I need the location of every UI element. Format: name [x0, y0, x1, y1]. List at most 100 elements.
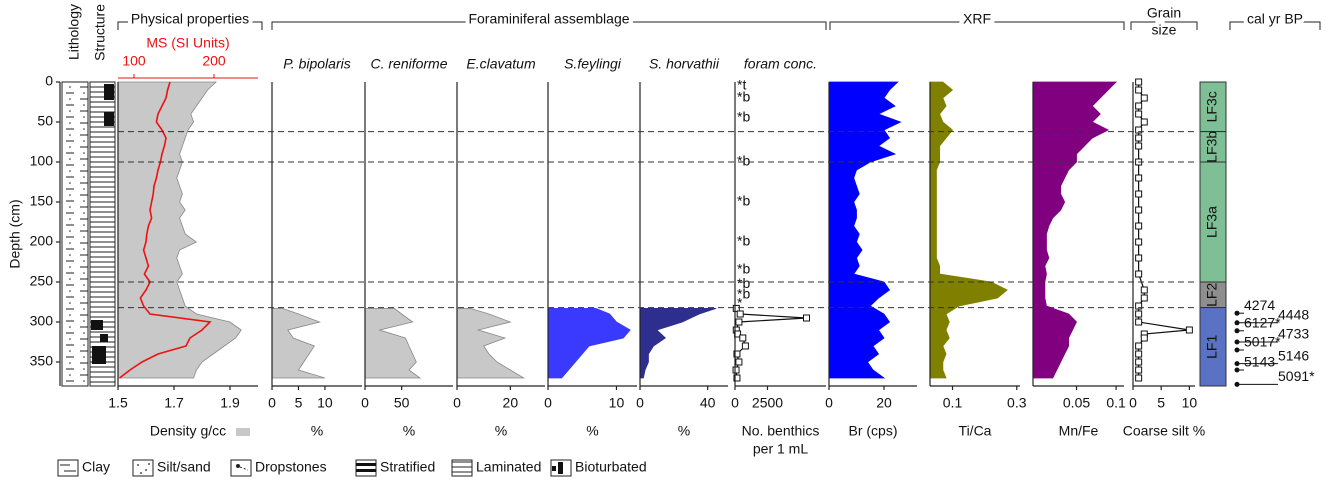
column-header: XRF	[963, 11, 991, 27]
annotation: *b	[737, 153, 750, 169]
column-header: Structure	[92, 4, 108, 61]
x-tick-label: 0	[731, 395, 739, 411]
data-point	[1135, 222, 1143, 230]
data-point	[1135, 358, 1143, 366]
x-tick-label: 1.7	[164, 395, 184, 411]
x-axis-label: %	[311, 423, 323, 439]
x-tick-label: 0	[453, 395, 461, 411]
data-point	[1135, 86, 1143, 94]
data-point	[1135, 366, 1143, 374]
data-point	[1135, 174, 1143, 182]
y-tick-label: 200	[30, 233, 54, 249]
lithofacies-unit	[1199, 281, 1227, 309]
legend-label: Laminated	[476, 459, 541, 475]
x-axis-label: Coarse silt %	[1123, 423, 1205, 439]
annotation: *	[737, 294, 743, 310]
legend: Clay Silt/sand Dropstones Stratified Lam…	[57, 459, 647, 477]
column-header: Physical properties	[131, 11, 249, 27]
x-tick-label: 0	[1129, 395, 1137, 411]
area-series	[929, 81, 1008, 379]
data-point	[732, 304, 740, 312]
data-point	[732, 366, 740, 374]
annotation: *b	[737, 286, 750, 302]
x-tick-label: 10	[1182, 395, 1198, 411]
legend-label: Clay	[82, 459, 110, 475]
x-tick-label: 0.1	[943, 395, 963, 411]
data-point	[1135, 190, 1143, 198]
data-point	[1135, 318, 1143, 326]
panel-title: S.feylingi	[564, 56, 622, 72]
lithofacies-unit	[1199, 81, 1227, 133]
header-bracket	[271, 21, 827, 30]
column-header: Foraminiferal assemblage	[468, 11, 629, 27]
area-series	[271, 308, 326, 379]
data-point	[1140, 334, 1148, 342]
data-point	[803, 314, 810, 322]
x-axis-label: Density g/cc	[150, 423, 226, 439]
x-tick-label: 10	[609, 395, 625, 411]
column-header: size	[1152, 22, 1177, 38]
x-axis-label: Mn/Fe	[1059, 423, 1099, 439]
y-tick-label: 300	[30, 313, 54, 329]
x-tick-label: 0.1	[1106, 395, 1126, 411]
data-point	[1135, 270, 1143, 278]
data-point	[736, 310, 744, 318]
x-tick-label: 20	[503, 395, 519, 411]
data-point	[733, 350, 741, 358]
lithology-column	[61, 81, 116, 387]
x-tick-label: 0	[544, 395, 552, 411]
x-tick-label: 0.05	[1063, 395, 1090, 411]
annotation: *t	[737, 77, 746, 93]
x-tick-label: 0.3	[1007, 395, 1027, 411]
data-point	[1135, 102, 1143, 110]
header-bracket	[1229, 21, 1321, 30]
x-axis-label: Br (cps)	[849, 423, 898, 439]
lithofacies-label: LF1	[1204, 335, 1220, 359]
x-tick-label: 0	[636, 395, 644, 411]
data-point	[1135, 134, 1143, 142]
area-series	[456, 308, 526, 379]
data-point	[1135, 342, 1143, 350]
x-tick-label: 0	[825, 395, 833, 411]
column-header: cal yr BP	[1247, 11, 1303, 27]
x-axis-label: per 1 mL	[753, 441, 808, 457]
date-label: 5091*	[1278, 368, 1315, 384]
x-tick-label: 20	[876, 395, 892, 411]
data-point	[733, 374, 741, 382]
data-point	[741, 342, 749, 350]
panel-title: E.clavatum	[466, 56, 536, 72]
x-axis-label: %	[495, 423, 507, 439]
area-series	[1032, 81, 1118, 379]
x-tick-label: 0	[361, 395, 369, 411]
x-axis-label: No. benthics	[742, 423, 820, 439]
date-label: 4448	[1278, 307, 1309, 323]
x2-tick-label: 100	[122, 53, 146, 69]
header-bracket	[117, 21, 263, 30]
header-bracket	[1130, 21, 1198, 30]
area-series	[639, 308, 717, 379]
x-tick-label: 2500	[752, 395, 783, 411]
panel-title: P. bipolaris	[283, 56, 350, 72]
date-label: 5143	[1244, 354, 1275, 370]
lithofacies-label: LF2	[1204, 283, 1220, 307]
data-point	[1135, 374, 1143, 382]
date-label: 5146	[1278, 347, 1309, 363]
data-point	[1135, 350, 1143, 358]
header-bracket	[829, 21, 1125, 30]
lithofacies-label: LF3c	[1204, 91, 1220, 122]
column-header: Grain	[1147, 5, 1181, 21]
legend-label: Bioturbated	[575, 459, 647, 475]
area-series	[117, 81, 242, 379]
data-point	[1135, 310, 1143, 318]
data-point	[1135, 142, 1143, 150]
y-axis-label: Depth (cm)	[7, 199, 23, 268]
annotation: *b	[737, 275, 750, 291]
data-point	[1140, 94, 1148, 102]
data-point	[735, 318, 743, 326]
x-axis-label: Ti/Ca	[959, 423, 992, 439]
data-point	[1135, 78, 1143, 86]
area-series	[364, 308, 422, 379]
lithofacies-label: LF3a	[1204, 206, 1220, 238]
legend-label: Silt/sand	[157, 459, 211, 475]
